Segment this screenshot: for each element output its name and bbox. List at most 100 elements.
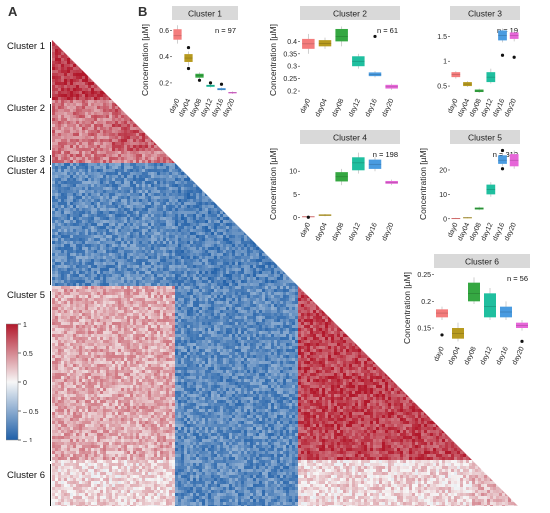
- box-day12: [352, 157, 365, 171]
- outlier-point: [373, 34, 377, 39]
- outlier-point: [512, 55, 516, 59]
- box-day20: [228, 92, 237, 94]
- box-day16: [368, 159, 382, 169]
- box-day04: [184, 54, 193, 62]
- y-tick-label: 0.4: [287, 39, 297, 46]
- facet-n-label: n = 61: [377, 26, 398, 35]
- facet-strip: [434, 254, 530, 268]
- cluster-5-bracket: [50, 291, 51, 461]
- cluster-2-bracket: [50, 104, 51, 150]
- box-day04: [463, 82, 472, 87]
- outlier-point: [500, 167, 505, 171]
- box-day04: [318, 40, 332, 47]
- y-tick-label: 0.2: [287, 89, 297, 96]
- colorbar: 1 0.5 0 – 0.5 – 1: [6, 322, 39, 442]
- cluster-5-label: Cluster 5: [7, 290, 46, 301]
- box-day12: [206, 84, 215, 87]
- cluster-1-label: Cluster 1: [7, 41, 46, 52]
- facet-n-label: n = 56: [507, 274, 528, 283]
- y-axis-label: Concentration [µM]: [140, 24, 150, 96]
- panel-a-label: A: [8, 4, 18, 19]
- x-tick-label: day20: [381, 222, 395, 242]
- x-tick-label: day08: [463, 346, 477, 366]
- y-tick-label: 0.2: [159, 80, 169, 87]
- colorbar-tick-label: – 0.5: [23, 409, 39, 416]
- facet-n-label: n = 312: [493, 150, 518, 159]
- outlier-point: [186, 45, 191, 50]
- facet-n-label: n = 97: [215, 26, 236, 35]
- cluster-6-bracket: [50, 464, 51, 506]
- box-day20: [385, 180, 398, 184]
- x-tick-label: day08: [331, 98, 345, 118]
- box-day16: [217, 88, 226, 91]
- colorbar-tick-label: 0: [23, 380, 27, 387]
- outlier-point: [186, 66, 191, 71]
- x-tick-label: day0: [433, 346, 446, 363]
- outlier-point: [208, 81, 213, 85]
- box-day04: [463, 217, 472, 219]
- x-tick-label: day0: [299, 98, 312, 115]
- cluster-2-label: Cluster 2: [7, 103, 46, 114]
- y-tick-label: 0.35: [283, 51, 297, 58]
- x-tick-label: day20: [511, 346, 525, 366]
- x-tick-label: day0: [299, 222, 312, 239]
- box-day16: [498, 30, 507, 41]
- facet-strip: [450, 6, 520, 20]
- outlier-point: [197, 78, 202, 82]
- x-tick-label: day04: [314, 222, 328, 242]
- box-day20: [385, 84, 398, 89]
- cluster-4-label: Cluster 4: [7, 166, 46, 177]
- box-day04: [318, 214, 332, 216]
- box-day0: [451, 218, 461, 220]
- outlier-point: [306, 215, 310, 219]
- facet-title: Cluster 6: [465, 257, 499, 267]
- box-day12: [484, 293, 496, 318]
- y-tick-label: 0.6: [159, 28, 169, 35]
- y-tick-label: 10: [439, 192, 447, 199]
- cluster-3-bracket: [50, 155, 51, 165]
- box-day08: [474, 89, 484, 93]
- cluster-4-bracket: [50, 167, 51, 285]
- facet-cluster-2: Cluster 2 n = 61 0.2 0.25 0.3 0.35 0.4 Concentr…: [260, 6, 430, 126]
- x-tick-label: day16: [495, 346, 509, 366]
- y-axis-label: Concentration [µM]: [402, 272, 412, 344]
- x-tick-label: day04: [447, 346, 461, 366]
- facet-cluster-1: Cluster 1 n = 97 0.2 0.4 0.6 Concentration [µ…: [138, 6, 268, 126]
- outlier-point: [500, 53, 505, 57]
- colorbar-tick-label: 0.5: [23, 351, 33, 358]
- facet-n-label: n = 19: [497, 26, 518, 35]
- facet-strip: [172, 6, 238, 20]
- facet-title: Cluster 1: [188, 9, 222, 19]
- facet-title: Cluster 3: [468, 9, 502, 19]
- y-tick-label: 0.15: [417, 326, 431, 333]
- y-tick-label: 20: [439, 167, 447, 174]
- x-tick-label: day20: [381, 98, 395, 118]
- correlation-heatmap: [52, 40, 518, 506]
- box-day12: [352, 56, 365, 67]
- facet-n-label: n = 198: [373, 150, 398, 159]
- y-tick-label: 1: [443, 59, 447, 66]
- facet-cluster-4: Cluster 4 n = 198 0 5 10 Concentration [µM] da…: [260, 130, 430, 250]
- box-day0: [302, 38, 315, 49]
- y-axis-label: Concentration [µM]: [268, 24, 278, 96]
- box-day16: [368, 72, 382, 77]
- y-tick-label: 0.2: [421, 299, 431, 306]
- colorbar-tick-label: – 1: [23, 438, 33, 442]
- x-tick-label: day16: [364, 98, 378, 118]
- box-day08: [195, 73, 204, 78]
- y-tick-label: 0.25: [417, 272, 431, 279]
- box-day20: [516, 322, 528, 328]
- box-day08: [474, 207, 484, 210]
- outlier-point: [520, 339, 524, 343]
- box-day0: [451, 72, 461, 78]
- box-day16: [498, 155, 507, 164]
- cluster-3-label: Cluster 3: [7, 154, 46, 165]
- facet-title: Cluster 5: [468, 133, 502, 143]
- y-tick-label: 10: [289, 169, 297, 176]
- box-day08: [468, 282, 480, 302]
- facet-cluster-6: Cluster 6 n = 56 0.15 0.2 0.25 Concentration …: [390, 254, 550, 374]
- outlier-point: [500, 148, 505, 153]
- box-day12: [486, 72, 496, 83]
- y-tick-label: 0.5: [437, 84, 447, 91]
